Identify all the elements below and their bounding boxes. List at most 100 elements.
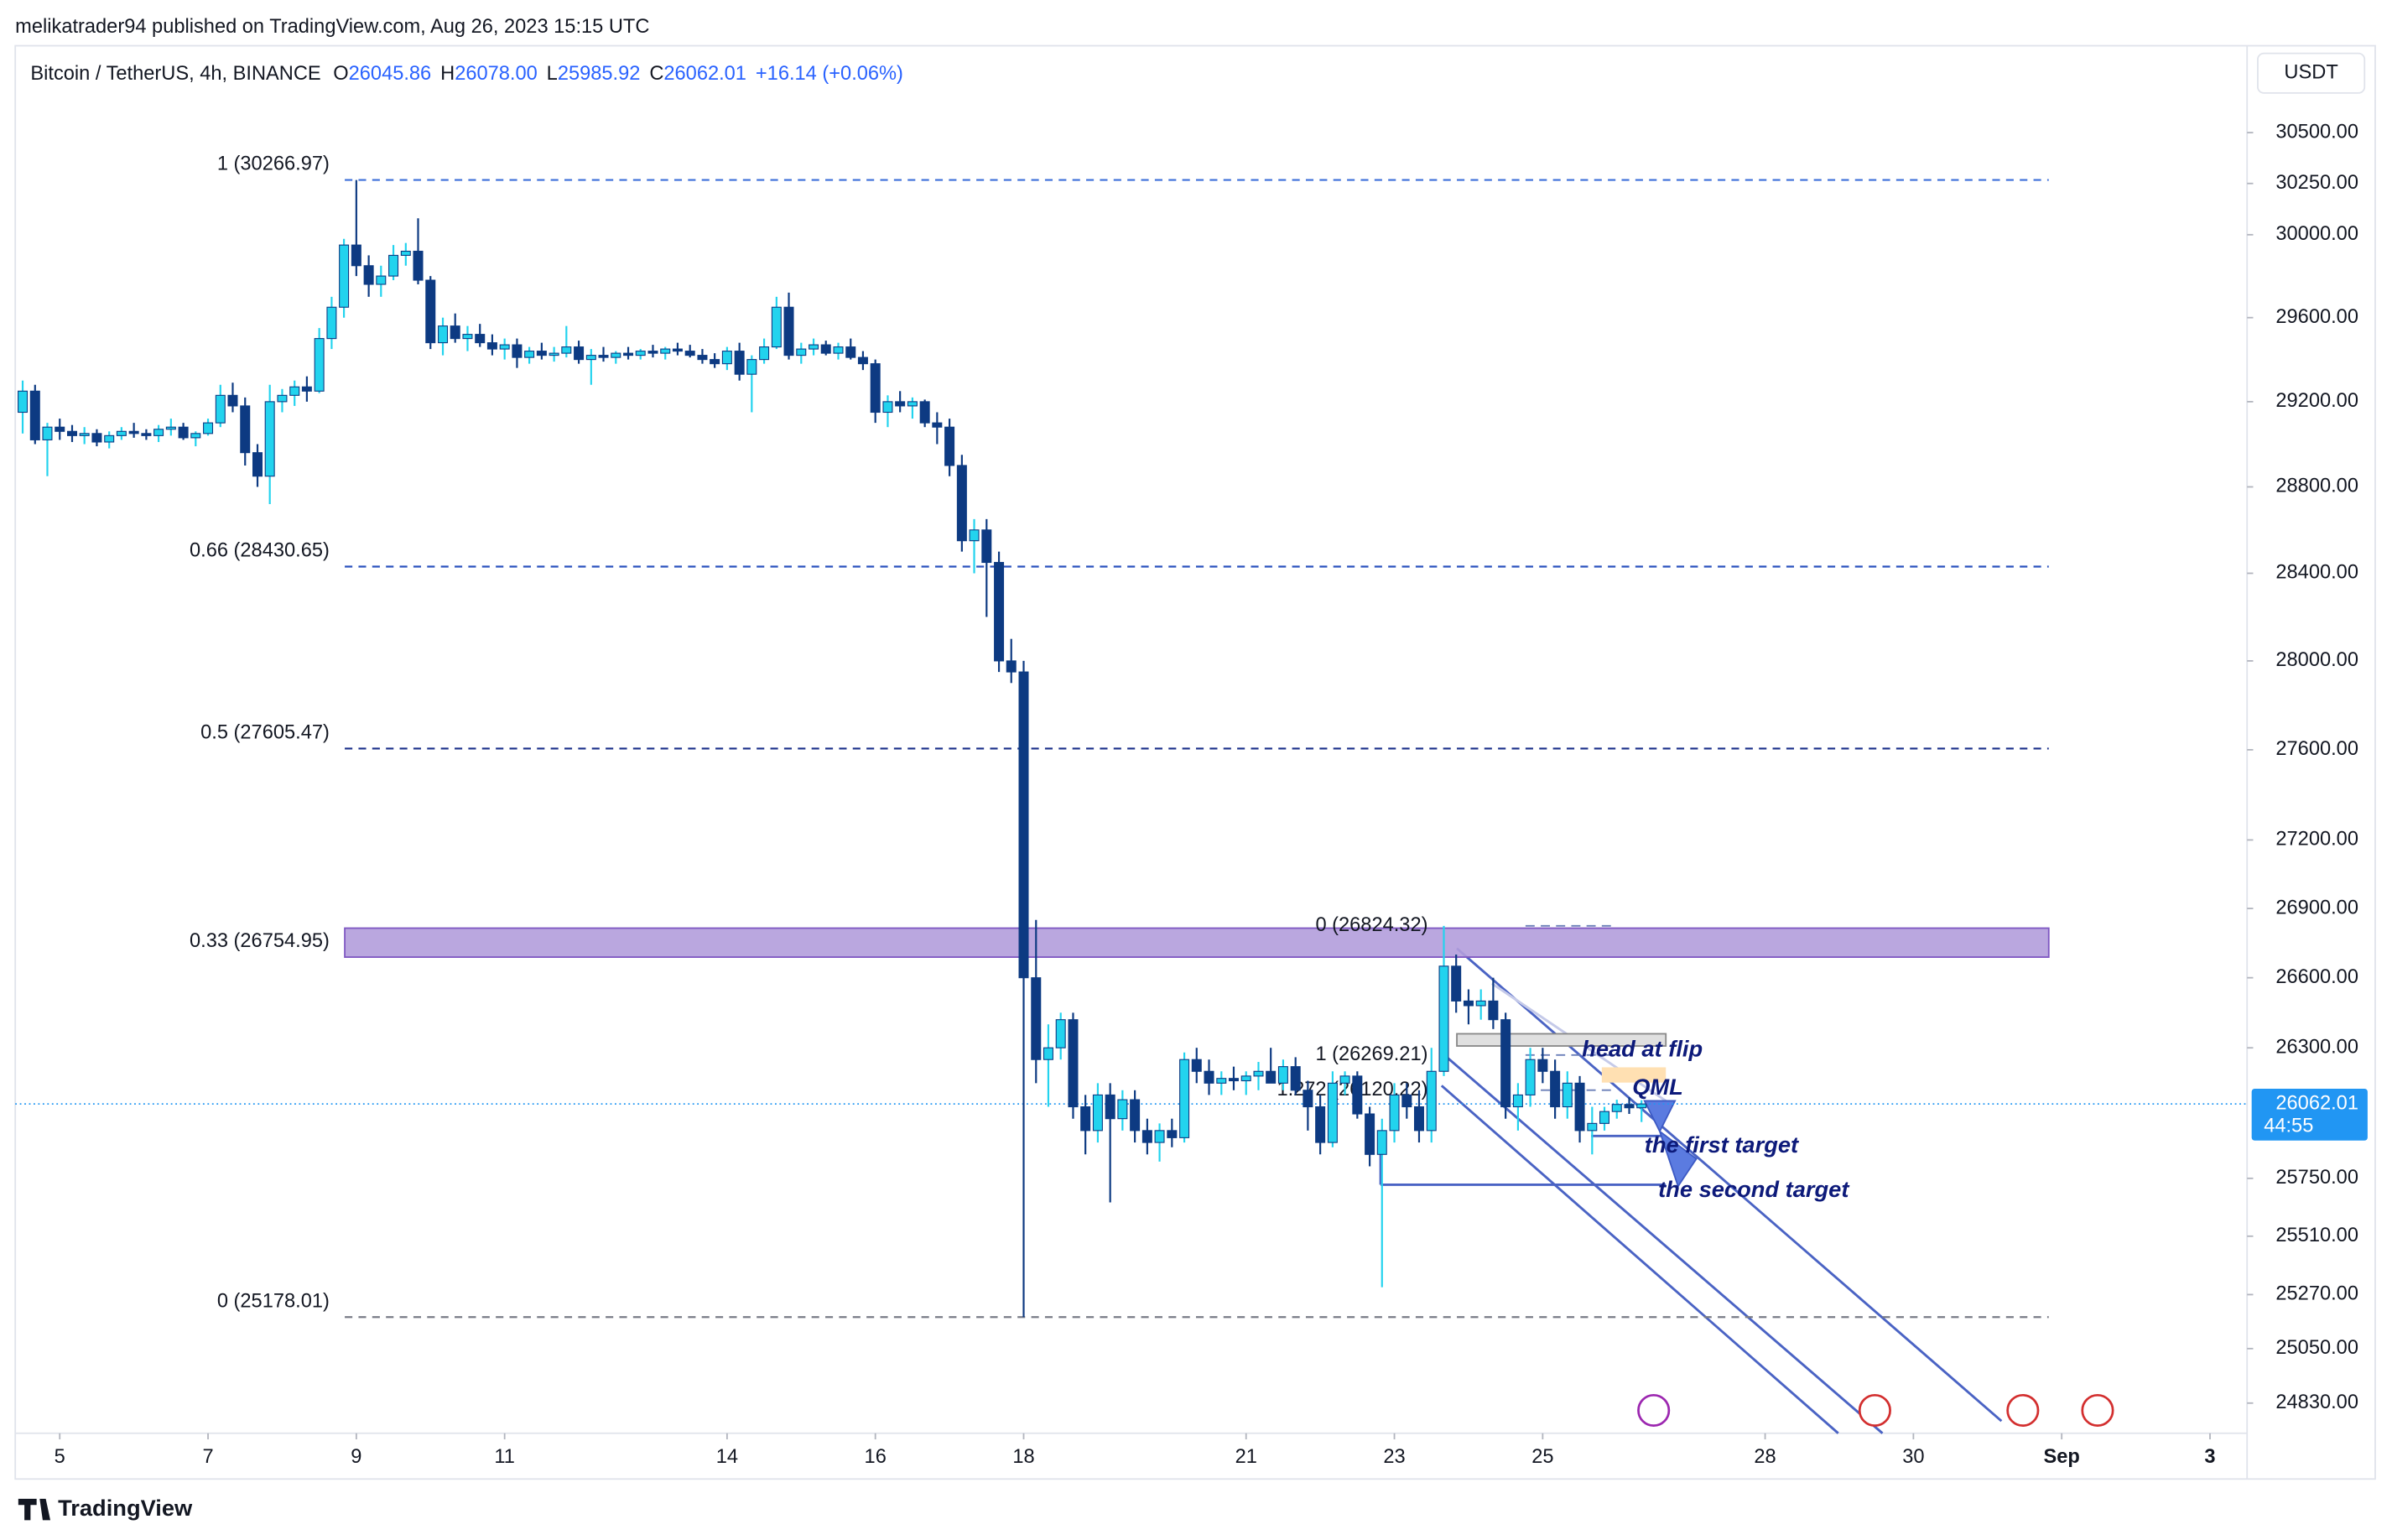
ohlc-key: C xyxy=(649,63,663,85)
candle-body xyxy=(919,401,930,424)
event-icon[interactable] xyxy=(1637,1393,1671,1428)
candle-body xyxy=(549,352,559,356)
candle-body xyxy=(1117,1099,1128,1120)
price-tag xyxy=(2251,1088,2368,1141)
candle-body xyxy=(1488,1000,1499,1021)
currency[interactable]: USDT xyxy=(2284,61,2337,83)
price-tag-countdown: 44:55 xyxy=(2264,1116,2313,1137)
qml-zone xyxy=(1601,1067,1667,1083)
ohlc-value: 26045.86 xyxy=(349,63,432,85)
event-icon[interactable] xyxy=(2081,1393,2114,1428)
candle-body xyxy=(376,275,387,285)
candle-body xyxy=(314,338,325,392)
ohlc-value: 26078.00 xyxy=(455,63,538,85)
candle-body xyxy=(1092,1094,1103,1132)
candle-body xyxy=(339,244,350,308)
symbol: Bitcoin / TetherUS, 4h, BINANCE xyxy=(30,63,320,85)
y-tick-label: 25050.00 xyxy=(2275,1337,2358,1359)
candle-body xyxy=(388,254,399,277)
y-tick-label: 30250.00 xyxy=(2275,172,2358,194)
price-tag-value: 26062.01 xyxy=(2275,1092,2358,1114)
candle-body xyxy=(1537,1059,1548,1072)
y-tick-label: 27600.00 xyxy=(2275,738,2358,760)
x-tick-label: 16 xyxy=(865,1446,887,1468)
ohlc-key: O xyxy=(333,63,348,85)
candle-body xyxy=(857,356,868,365)
candle-body xyxy=(1043,1047,1053,1060)
candle-body xyxy=(178,426,189,439)
candle-body xyxy=(1451,965,1462,1002)
candle-body xyxy=(1154,1130,1165,1143)
change: +16.14 (+0.06%) xyxy=(756,63,903,85)
candle-body xyxy=(141,433,152,436)
x-tick-label: 28 xyxy=(1754,1446,1776,1468)
channel-line xyxy=(1456,947,2003,1423)
candle-body xyxy=(1191,1059,1202,1072)
candle-body xyxy=(524,351,535,358)
candle-body xyxy=(994,561,1005,662)
y-tick-label: 30500.00 xyxy=(2275,121,2358,143)
candle-body xyxy=(153,429,164,436)
fib-label: 0.66 (28430.65) xyxy=(190,540,330,562)
y-tick-label: 26900.00 xyxy=(2275,897,2358,918)
candle-body xyxy=(363,265,374,285)
candle-body xyxy=(18,390,29,414)
candle-body xyxy=(1611,1104,1622,1112)
candle-body xyxy=(969,529,980,542)
logo xyxy=(18,1498,51,1521)
candle-body xyxy=(721,351,732,365)
candle-body xyxy=(672,348,683,352)
candle-body xyxy=(1167,1130,1178,1138)
x-tick-label: 25 xyxy=(1531,1446,1553,1468)
annotation: head at flip xyxy=(1582,1036,1703,1062)
candle-body xyxy=(759,346,770,361)
currency-button[interactable] xyxy=(2257,52,2366,94)
candle-body xyxy=(1562,1082,1573,1108)
candle-body xyxy=(116,430,127,436)
x-tick-label: 30 xyxy=(1902,1446,1924,1468)
fib-label: 0 (25178.01) xyxy=(217,1290,330,1312)
candle-body xyxy=(29,390,40,440)
candle-body xyxy=(240,405,251,454)
candle-body xyxy=(450,325,460,340)
candle-body xyxy=(796,348,807,356)
candle-body xyxy=(944,426,955,466)
event-icon[interactable] xyxy=(1858,1393,1891,1428)
candle-body xyxy=(66,430,77,436)
event-icon[interactable] xyxy=(2006,1393,2040,1428)
symbol-line: Bitcoin / TetherUS, 4h, BINANCE O26045.86… xyxy=(30,63,903,85)
x-tick-label: 9 xyxy=(351,1446,361,1468)
y-tick-label: 29200.00 xyxy=(2275,390,2358,412)
brand: TradingView xyxy=(58,1495,193,1521)
candle-body xyxy=(1253,1070,1264,1077)
candle-body xyxy=(79,433,90,436)
candle-body xyxy=(413,250,424,281)
candle-body xyxy=(277,394,288,403)
candle-body xyxy=(326,306,337,340)
candle-body xyxy=(1266,1070,1277,1084)
y-tick-label: 28400.00 xyxy=(2275,562,2358,584)
candle-body xyxy=(1401,1094,1412,1108)
candle-body xyxy=(165,426,176,430)
candle-body xyxy=(1365,1113,1375,1155)
candle-body xyxy=(623,352,634,356)
ohlc-value: 26062.01 xyxy=(663,63,746,85)
x-tick-label: 21 xyxy=(1235,1446,1257,1468)
candle-body xyxy=(895,401,906,407)
candle-body xyxy=(499,344,510,350)
ohlc-key: L xyxy=(547,63,558,85)
candle-body xyxy=(1512,1094,1523,1108)
candle-body xyxy=(536,351,547,356)
candle-body xyxy=(647,351,658,354)
candle-body xyxy=(1105,1094,1115,1120)
fib-label: 1 (30266.97) xyxy=(217,153,330,175)
channel-line xyxy=(1440,1085,1839,1434)
candle-body xyxy=(585,355,596,361)
candle-body xyxy=(1327,1082,1338,1143)
y-tick-label: 30000.00 xyxy=(2275,223,2358,245)
x-tick-label: 5 xyxy=(55,1446,65,1468)
x-tick-label: 11 xyxy=(494,1446,515,1468)
fib-label: 0 (26824.32) xyxy=(1315,914,1427,936)
